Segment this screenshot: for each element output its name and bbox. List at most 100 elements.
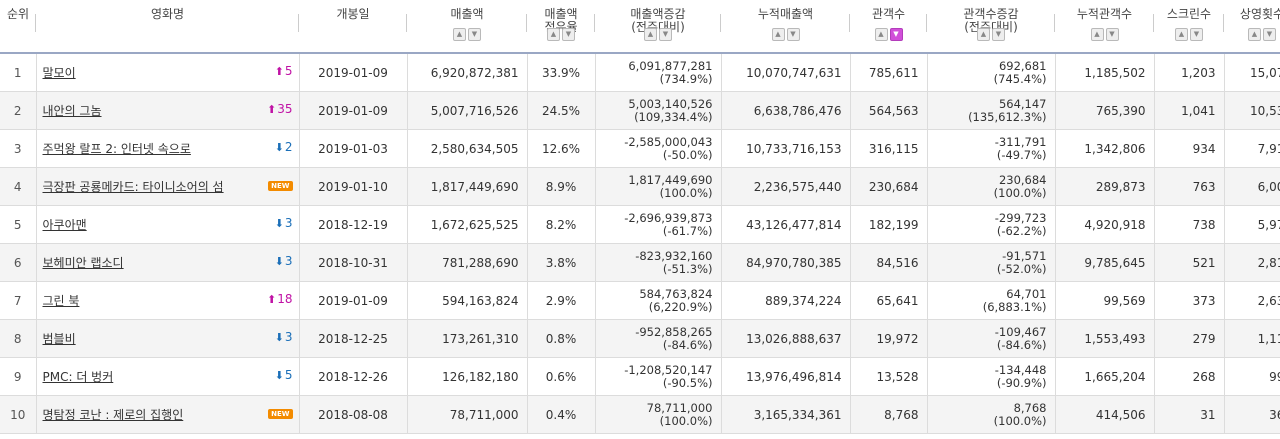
rank-up-arrow-icon: ⬆ [267, 293, 277, 306]
rank-cell: 5 [0, 205, 37, 244]
table-row: 7 그린 북 ⬆18 2019-01-09 594,163,824 2.9% 584,763… [0, 281, 1280, 320]
sales-change-pct: (-90.5%) [662, 375, 713, 390]
aud-change-value: -91,571 [1002, 248, 1047, 263]
sort-asc-icon[interactable]: ▲ [1175, 28, 1188, 41]
movie-title-link[interactable]: PMC: 더 벙커 [42, 370, 114, 384]
sort-desc-icon[interactable]: ▼ [1105, 28, 1119, 41]
release-cell: 2018-08-08 [299, 395, 408, 434]
aud-change-cell: -134,448 (-90.9%) [927, 357, 1056, 396]
cum-sales-cell: 10,733,716,153 [721, 129, 851, 168]
sort-asc-icon[interactable]: ▲ [771, 28, 785, 41]
sort-desc-active-icon[interactable]: ▼ [889, 28, 903, 41]
rank-change: NEW [268, 406, 293, 420]
aud-change-pct: (100.0%) [993, 413, 1047, 428]
rank-change-value: 2 [284, 140, 293, 154]
rank-down-arrow-icon: ⬇ [274, 369, 284, 382]
shows-cell: 2,634 [1224, 281, 1280, 320]
shows-cell: 15,071 [1224, 53, 1280, 92]
shows-cell: 990 [1224, 357, 1280, 396]
rank-change-value: 3 [284, 216, 293, 230]
sort-desc-icon[interactable]: ▼ [562, 28, 575, 41]
header-cum-audience-label: 누적관객수 [1076, 7, 1133, 21]
release-cell: 2018-12-25 [299, 319, 408, 358]
header-title: 영화명 [36, 0, 299, 54]
sort-asc-icon[interactable]: ▲ [547, 28, 560, 41]
share-cell: 8.9% [527, 167, 596, 206]
aud-change-value: 564,147 [998, 96, 1047, 111]
sort-asc-icon[interactable]: ▲ [977, 28, 990, 41]
movie-title-link[interactable]: 말모이 [42, 66, 76, 80]
rank-change: ⬆5 [275, 64, 293, 78]
shows-cell: 7,910 [1224, 129, 1280, 168]
sort-asc-icon[interactable]: ▲ [1090, 28, 1104, 41]
audience-cell: 230,684 [850, 167, 928, 206]
sort-asc-icon[interactable]: ▲ [874, 28, 888, 41]
sales-change-value: -2,585,000,043 [624, 134, 713, 149]
sales-cell: 5,007,716,526 [407, 91, 528, 130]
cum-sales-cell: 889,374,224 [721, 281, 851, 320]
header-release: 개봉일 [299, 0, 407, 54]
aud-change-pct: (6,883.1%) [982, 299, 1047, 314]
audience-cell: 19,972 [850, 319, 928, 358]
new-badge: NEW [268, 180, 293, 191]
sales-cell: 1,672,625,525 [407, 205, 528, 244]
movie-title-link[interactable]: 명탐정 코난 : 제로의 집행인 [42, 408, 184, 422]
movie-title-link[interactable]: 극장판 공룡메카드: 타이니소어의 섬 [42, 180, 224, 194]
sales-change-cell: -2,696,939,873 (-61.7%) [595, 205, 722, 244]
sort-desc-icon[interactable]: ▼ [1190, 28, 1203, 41]
sales-change-value: -952,858,265 [635, 324, 713, 339]
sales-change-pct: (-50.0%) [662, 147, 713, 162]
sort-asc-icon[interactable]: ▲ [644, 28, 657, 41]
audience-cell: 13,528 [850, 357, 928, 396]
sort-desc-icon[interactable]: ▼ [786, 28, 800, 41]
header-rank-label: 순위 [6, 7, 30, 21]
rank-down-arrow-icon: ⬇ [274, 217, 284, 230]
rank-down-arrow-icon: ⬇ [274, 255, 284, 268]
header-screens: 스크린수 ▲ ▼ [1154, 0, 1224, 54]
sales-change-cell: 584,763,824 (6,220.9%) [595, 281, 722, 320]
table-row: 5 아쿠아맨 ⬇3 2018-12-19 1,672,625,525 8.2% -2,696… [0, 205, 1280, 244]
header-sales: 매출액 ▲ ▼ [407, 0, 527, 54]
sales-cell: 78,711,000 [407, 395, 528, 434]
sort-asc-icon[interactable]: ▲ [1248, 28, 1261, 41]
rank-change-value: 3 [284, 254, 293, 268]
rank-change: NEW [268, 178, 293, 192]
release-cell: 2018-12-19 [299, 205, 408, 244]
sales-change-pct: (109,334.4%) [634, 109, 713, 124]
movie-title-link[interactable]: 아쿠아맨 [42, 218, 87, 232]
rank-change: ⬇2 [275, 140, 293, 154]
sales-change-value: -2,696,939,873 [624, 210, 713, 225]
aud-change-value: 64,701 [1006, 286, 1047, 301]
share-cell: 2.9% [527, 281, 596, 320]
share-cell: 33.9% [527, 53, 596, 92]
cum-sales-cell: 13,026,888,637 [721, 319, 851, 358]
screens-cell: 1,203 [1154, 53, 1225, 92]
aud-change-pct: (-52.0%) [996, 261, 1047, 276]
movie-title-link[interactable]: 범블비 [42, 332, 76, 346]
aud-change-value: -311,791 [994, 134, 1047, 149]
sales-change-cell: -2,585,000,043 (-50.0%) [595, 129, 722, 168]
audience-cell: 8,768 [850, 395, 928, 434]
movie-title-link[interactable]: 주먹왕 랄프 2: 인터넷 속으로 [42, 142, 191, 156]
sort-asc-icon[interactable]: ▲ [453, 28, 466, 41]
table-row: 10 명탐정 코난 : 제로의 집행인 NEW 2018-08-08 78,711,00… [0, 395, 1280, 434]
aud-change-pct: (100.0%) [993, 185, 1047, 200]
sort-desc-icon[interactable]: ▼ [659, 28, 672, 41]
sort-desc-icon[interactable]: ▼ [992, 28, 1005, 41]
aud-change-cell: 564,147 (135,612.3%) [927, 91, 1056, 130]
screens-cell: 279 [1154, 319, 1225, 358]
release-cell: 2019-01-10 [299, 167, 408, 206]
audience-cell: 84,516 [850, 243, 928, 282]
screens-cell: 521 [1154, 243, 1225, 282]
sort-desc-icon[interactable]: ▼ [468, 28, 481, 41]
aud-change-value: -299,723 [994, 210, 1047, 225]
title-cell: 범블비 ⬇3 [36, 319, 300, 358]
sort-desc-icon[interactable]: ▼ [1263, 28, 1276, 41]
movie-title-link[interactable]: 그린 북 [42, 294, 80, 308]
sales-change-pct: (-84.6%) [662, 337, 713, 352]
title-cell: 주먹왕 랄프 2: 인터넷 속으로 ⬇2 [36, 129, 300, 168]
rank-down-arrow-icon: ⬇ [274, 141, 284, 154]
movie-title-link[interactable]: 보헤미안 랩소디 [42, 256, 124, 270]
movie-title-link[interactable]: 내안의 그놈 [42, 104, 102, 118]
